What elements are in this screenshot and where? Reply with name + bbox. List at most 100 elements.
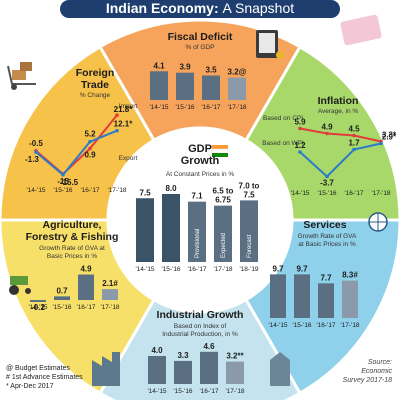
industrial-value-label: 3.3 <box>177 351 189 360</box>
gdp-year-label: '15-'16 <box>161 266 180 273</box>
cargo-box-icon <box>20 62 32 71</box>
footnote-apr-dec: * Apr-Dec 2017 <box>6 383 54 390</box>
gdp-value-label: 6.5 to <box>213 187 234 196</box>
gdp-bar <box>214 205 232 262</box>
fiscal-value-label: 3.2@ <box>228 68 247 77</box>
industrial-subtitle-2: Industrial Production, in % <box>162 331 238 338</box>
footnote-advance: # 1st Advance Estimates <box>6 374 83 381</box>
coin-icon <box>276 51 284 59</box>
gdp-bar-note: Expected <box>221 233 227 258</box>
gdp-year-label: '16-'17 <box>187 266 206 273</box>
foreign-value-label: -1.3 <box>25 155 39 164</box>
inflation-year-label: '16-'17 <box>344 190 363 197</box>
gdp-value-label: 7.5 <box>139 188 151 197</box>
source-label: Source: <box>367 359 392 366</box>
foreign-point <box>115 113 119 117</box>
gdp-year-label: '17-'18 <box>213 266 232 273</box>
source-line-2: Economic <box>361 368 392 375</box>
services-value-label: 9.7 <box>272 264 284 273</box>
agri-year-label: '15-'16 <box>52 304 71 311</box>
foreign-value-label: 0.9 <box>84 151 96 160</box>
foreign-value-label: -15 <box>57 177 69 186</box>
foreign-value-label: 21.8* <box>114 105 134 114</box>
industrial-year-label: '17-'18 <box>225 388 244 395</box>
foreign-year-label: '15-'16 <box>53 187 72 194</box>
fiscal-bar <box>150 71 168 100</box>
agri-value-label: 2.1# <box>102 279 118 288</box>
inflation-value-label: 4.9 <box>321 123 333 132</box>
fiscal-year-label: '14-'15 <box>149 104 168 111</box>
agri-bar <box>30 300 46 302</box>
gdp-bar <box>162 194 180 262</box>
inflation-value-label: 3.3* <box>382 131 397 140</box>
industrial-value-label: 4.6 <box>203 342 215 351</box>
fiscal-deficit-subtitle: % of GDP <box>186 44 215 51</box>
agri-bar <box>78 274 94 300</box>
inflation-value-label: -3.7 <box>320 179 334 188</box>
agriculture-subtitle-2: Basic Prices in % <box>47 253 97 260</box>
industrial-subtitle-1: Based on Index of <box>174 323 227 330</box>
title-main: Indian Economy: <box>106 0 223 16</box>
inflation-point <box>352 147 356 152</box>
foreign-value-label: -0.5 <box>29 139 43 148</box>
services-bar <box>294 274 310 318</box>
agri-value-label: -0.2 <box>31 303 45 312</box>
inflation-point <box>325 131 329 136</box>
inflation-title: Inflation <box>318 95 359 107</box>
gdp-value-label: 7.5 <box>243 190 255 199</box>
gdp-bar <box>240 200 258 262</box>
inflation-series-line <box>299 127 382 143</box>
inflation-value-label: 1.2 <box>294 141 306 150</box>
globe-grid-icon <box>369 213 387 231</box>
gdp-subtitle: At Constant Prices in % <box>166 171 234 178</box>
industrial-growth-title: Industrial Growth <box>157 309 244 321</box>
industrial-value-label: 3.2** <box>226 352 244 361</box>
inflation-year-label: '14-'15 <box>290 190 309 197</box>
foreign-series-line <box>35 129 118 177</box>
services-bar <box>318 283 334 318</box>
agri-bar <box>102 289 118 300</box>
fiscal-year-label: '15-'16 <box>175 104 194 111</box>
agri-year-label: '17-'18 <box>100 304 119 311</box>
foreign-point <box>88 146 92 151</box>
services-subtitle-2: at Basic Prices in % <box>298 241 356 248</box>
agri-bar <box>54 296 70 300</box>
gdp-year-label: '14-'15 <box>135 266 154 273</box>
services-year-label: '14-'15 <box>268 322 287 329</box>
title-banner <box>60 0 340 18</box>
footnote-budget: @ Budget Estimates <box>6 365 70 372</box>
foreign-point <box>88 139 92 144</box>
factory-icon <box>270 352 290 386</box>
industrial-bar <box>226 361 244 384</box>
inflation-point <box>298 126 302 131</box>
trolley-wheel-icon <box>11 84 17 90</box>
agriculture-subtitle-1: Growth Rate of GVA at <box>39 245 105 252</box>
price-tag-icon <box>340 14 382 46</box>
cargo-box-icon <box>12 70 26 80</box>
title-sub: A Snapshot <box>223 0 295 16</box>
gdp-value-label: 8.0 <box>165 184 177 193</box>
tractor-icon <box>10 276 28 285</box>
inflation-value-label: 4.5 <box>348 125 360 134</box>
industrial-bar <box>148 356 166 384</box>
services-year-label: '16-'17 <box>316 322 335 329</box>
gdp-bar-note: Provisional <box>195 229 201 258</box>
fiscal-bar <box>228 77 246 100</box>
services-year-label: '15-'16 <box>292 322 311 329</box>
agri-value-label: 0.7 <box>56 286 68 295</box>
inflation-point <box>379 141 383 146</box>
fiscal-value-label: 3.9 <box>179 63 191 72</box>
factory-icon <box>92 352 120 386</box>
services-value-label: 9.7 <box>296 264 308 273</box>
foreign-year-label: '17-'18 <box>107 187 126 194</box>
gdp-bar <box>188 201 206 262</box>
inflation-series-line <box>299 142 382 178</box>
inflation-year-label: '17-'18 <box>371 190 390 197</box>
fiscal-deficit-title: Fiscal Deficit <box>168 31 233 43</box>
import-series-label: Import <box>119 103 138 110</box>
inflation-point <box>298 150 302 154</box>
industrial-bar <box>200 351 218 384</box>
flag-green-icon <box>212 153 228 157</box>
